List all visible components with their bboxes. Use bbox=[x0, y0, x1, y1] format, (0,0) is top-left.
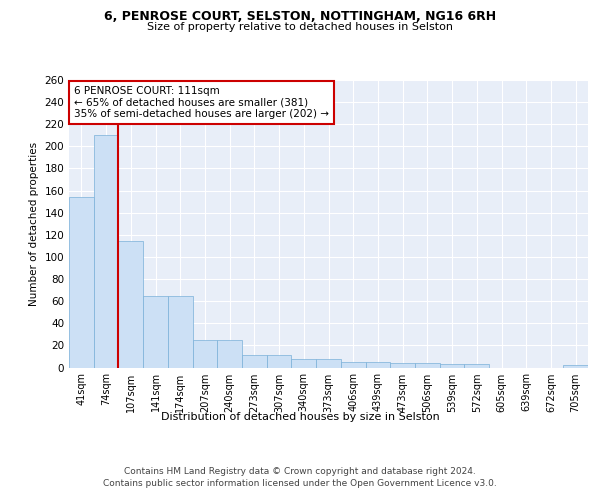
Bar bbox=[69, 197, 94, 368]
Text: 6, PENROSE COURT, SELSTON, NOTTINGHAM, NG16 6RH: 6, PENROSE COURT, SELSTON, NOTTINGHAM, N… bbox=[104, 10, 496, 23]
Bar bbox=[341, 362, 365, 368]
Text: Contains public sector information licensed under the Open Government Licence v3: Contains public sector information licen… bbox=[103, 479, 497, 488]
Bar bbox=[390, 363, 415, 368]
Bar bbox=[168, 296, 193, 368]
Bar bbox=[217, 340, 242, 367]
Bar bbox=[365, 362, 390, 368]
Bar bbox=[193, 340, 217, 367]
Bar bbox=[118, 242, 143, 368]
Bar bbox=[267, 356, 292, 368]
Bar bbox=[94, 136, 118, 368]
Text: Contains HM Land Registry data © Crown copyright and database right 2024.: Contains HM Land Registry data © Crown c… bbox=[124, 468, 476, 476]
Bar bbox=[415, 363, 440, 368]
Bar bbox=[242, 356, 267, 368]
Text: Distribution of detached houses by size in Selston: Distribution of detached houses by size … bbox=[161, 412, 439, 422]
Bar bbox=[464, 364, 489, 368]
Text: Size of property relative to detached houses in Selston: Size of property relative to detached ho… bbox=[147, 22, 453, 32]
Bar bbox=[316, 358, 341, 368]
Text: 6 PENROSE COURT: 111sqm
← 65% of detached houses are smaller (381)
35% of semi-d: 6 PENROSE COURT: 111sqm ← 65% of detache… bbox=[74, 86, 329, 119]
Y-axis label: Number of detached properties: Number of detached properties bbox=[29, 142, 39, 306]
Bar bbox=[292, 358, 316, 368]
Bar bbox=[440, 364, 464, 368]
Bar bbox=[563, 366, 588, 368]
Bar bbox=[143, 296, 168, 368]
